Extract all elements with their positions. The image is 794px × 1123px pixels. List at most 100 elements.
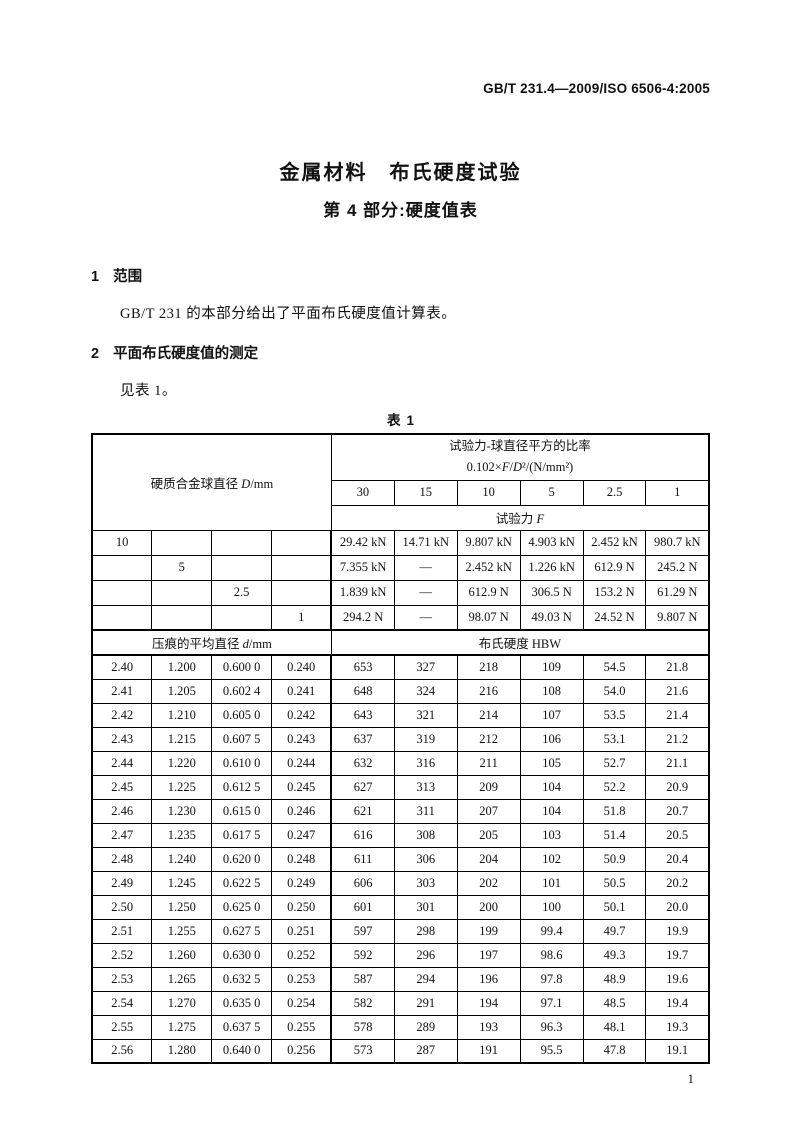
page-content: GB/T 231.4—2009/ISO 6506-4:2005 金属材料 布氏硬… xyxy=(91,81,710,1086)
table-cell: 2.52 xyxy=(91,942,153,968)
table-cell: 0.240 xyxy=(271,654,332,680)
table-cell xyxy=(151,604,213,631)
table-cell: 311 xyxy=(393,798,458,824)
table-cell: 97.1 xyxy=(519,990,584,1016)
table-cell: 194 xyxy=(456,990,521,1016)
table-cell: 47.8 xyxy=(582,1038,647,1064)
table-cell: 0.602 4 xyxy=(211,678,273,704)
table-cell: 2.5 xyxy=(211,579,273,606)
table-cell: 245.2 N xyxy=(645,554,710,581)
table-cell: 611 xyxy=(330,846,395,872)
table-cell: 0.241 xyxy=(271,678,332,704)
ratio-value-cell: 30 xyxy=(330,479,395,506)
table-cell: 0.635 0 xyxy=(211,990,273,1016)
table-cell: 0.245 xyxy=(271,774,332,800)
table-row: 2.50 1.250 0.625 0 0.250 601 301 200 100 50.1 20.… xyxy=(91,894,710,920)
table-cell: 0.622 5 xyxy=(211,870,273,896)
table-cell: 2.40 xyxy=(91,654,153,680)
table-cell: 621 xyxy=(330,798,395,824)
table-cell: 287 xyxy=(393,1038,458,1064)
table-cell: 196 xyxy=(456,966,521,992)
table-cell: 0.620 0 xyxy=(211,846,273,872)
table-cell: 19.4 xyxy=(645,990,710,1016)
table-cell: 289 xyxy=(393,1014,458,1040)
table-cell: 2.46 xyxy=(91,798,153,824)
table-row: 2.42 1.210 0.605 0 0.242 643 321 214 107 53.5 21.… xyxy=(91,702,710,728)
table-cell: 306.5 N xyxy=(519,579,584,606)
table-cell: 648 xyxy=(330,678,395,704)
table-cell: 21.1 xyxy=(645,750,710,776)
table-cell: 2.55 xyxy=(91,1014,153,1040)
table-cell: 306 xyxy=(393,846,458,872)
table-cell: 1.839 kN xyxy=(330,579,395,606)
table-header-row-1: 硬质合金球直径 D/mm 试验力-球直径平方的比率 0.102×F/D²/(N/… xyxy=(91,433,710,531)
table-cell: 632 xyxy=(330,750,395,776)
table-cell: 1.265 xyxy=(151,966,213,992)
force-header-label: 试验力 xyxy=(495,512,537,526)
hardness-data-body: 2.40 1.200 0.600 0 0.240 653 327 218 109 54.5 21.… xyxy=(91,654,710,1064)
table-cell: 49.03 N xyxy=(519,604,584,631)
table-cell: 980.7 kN xyxy=(645,529,710,556)
table-cell: 1.225 xyxy=(151,774,213,800)
table-cell: 2.53 xyxy=(91,966,153,992)
table-row: 2.56 1.280 0.640 0 0.256 573 287 191 95.5 47.8 19… xyxy=(91,1038,710,1064)
table-cell: 0.254 xyxy=(271,990,332,1016)
ratio-header-cell: 试验力-球直径平方的比率 0.102×F/D²/(N/mm²) xyxy=(330,433,710,481)
table-cell: 207 xyxy=(456,798,521,824)
table-cell: 98.6 xyxy=(519,942,584,968)
table-cell: 1.250 xyxy=(151,894,213,920)
table-cell: 1.260 xyxy=(151,942,213,968)
table-cell: 2.54 xyxy=(91,990,153,1016)
table-cell: 2.50 xyxy=(91,894,153,920)
table-cell: 0.250 xyxy=(271,894,332,920)
table-cell: 321 xyxy=(393,702,458,728)
table-cell: 308 xyxy=(393,822,458,848)
table-cell: 49.3 xyxy=(582,942,647,968)
table-cell: 0.242 xyxy=(271,702,332,728)
table-cell: 19.9 xyxy=(645,918,710,944)
subheader-row: 压痕的平均直径 d/mm 布氏硬度 HBW xyxy=(91,629,710,656)
formula-diameter-symbol: D xyxy=(512,460,522,475)
table-row: 2.55 1.275 0.637 5 0.255 578 289 193 96.3 48.1 19… xyxy=(91,1014,710,1040)
table-cell: 0.630 0 xyxy=(211,942,273,968)
table-row: 2.53 1.265 0.632 5 0.253 587 294 196 97.8 48.9 19… xyxy=(91,966,710,992)
table-cell: 100 xyxy=(519,894,584,920)
table-cell: 1.280 xyxy=(151,1038,213,1064)
table-cell: 104 xyxy=(519,798,584,824)
table-cell: 1.210 xyxy=(151,702,213,728)
table-cell: 216 xyxy=(456,678,521,704)
table-cell: 1.215 xyxy=(151,726,213,752)
table-row: 2.5 1.839 kN —612.9 N 306.5 N 153.2 N 61.29 N xyxy=(91,579,710,606)
table-cell: 98.07 N xyxy=(456,604,521,631)
formula-coefficient: 0.102× xyxy=(466,460,502,475)
table-cell: 0.640 0 xyxy=(211,1038,273,1064)
section-1-paragraph: GB/T 231 的本部分给出了平面布氏硬度值计算表。 xyxy=(120,306,457,322)
table-cell: 50.1 xyxy=(582,894,647,920)
table-cell: 52.2 xyxy=(582,774,647,800)
page-number: 1 xyxy=(687,1071,695,1086)
table-cell xyxy=(271,554,332,581)
table-row: 2.40 1.200 0.600 0 0.240 653 327 218 109 54.5 21.… xyxy=(91,654,710,680)
table-row: 1 294.2 N —98.07 N 49.03 N 24.52 N 9.807 N xyxy=(91,604,710,631)
table-cell: 106 xyxy=(519,726,584,752)
ratio-header-formula: 0.102×F/D²/(N/mm²) xyxy=(333,457,707,478)
table-cell: 592 xyxy=(330,942,395,968)
table-cell: 0.252 xyxy=(271,942,332,968)
table-cell: 606 xyxy=(330,870,395,896)
table-cell: 53.1 xyxy=(582,726,647,752)
table-cell: 0.617 5 xyxy=(211,822,273,848)
table-cell: 1.255 xyxy=(151,918,213,944)
table-cell: 29.42 kN xyxy=(330,529,395,556)
table-cell: 0.637 5 xyxy=(211,1014,273,1040)
table-cell: 191 xyxy=(456,1038,521,1064)
table-cell xyxy=(271,529,332,556)
table-cell: 1.230 xyxy=(151,798,213,824)
table-cell: 0.605 0 xyxy=(211,702,273,728)
table-cell: 2.51 xyxy=(91,918,153,944)
table-cell: 0.625 0 xyxy=(211,894,273,920)
table-cell: 218 xyxy=(456,654,521,680)
table-cell: 643 xyxy=(330,702,395,728)
table-cell: 1.200 xyxy=(151,654,213,680)
table-cell: 2.44 xyxy=(91,750,153,776)
table-cell: 0.249 xyxy=(271,870,332,896)
